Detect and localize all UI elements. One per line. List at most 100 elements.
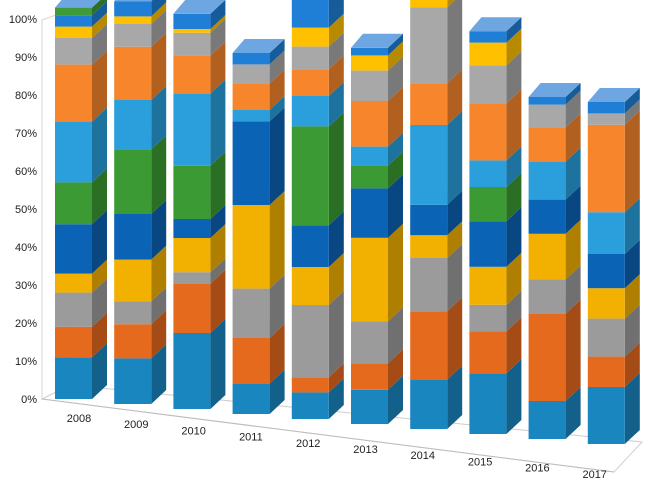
bar-segment-side <box>388 33 403 56</box>
bar-segment <box>528 219 581 280</box>
bar-segment-front <box>351 55 388 71</box>
bar-segment <box>410 0 463 84</box>
bar-segment-side <box>92 210 107 274</box>
bar-segment <box>469 359 522 434</box>
bar-segment <box>232 191 285 289</box>
bar-segment <box>114 245 167 302</box>
bar-segment-front <box>291 225 329 267</box>
bar-segment <box>351 132 403 166</box>
bar-segment-front <box>469 103 507 161</box>
bar-segment-side <box>92 1 107 27</box>
bar-segment <box>173 319 226 409</box>
bar-segment-side <box>210 151 226 219</box>
bar-segment-side <box>388 174 403 238</box>
bar-segment-front <box>469 266 507 305</box>
bar-segment-side <box>624 342 640 387</box>
x-tick-label: 2016 <box>525 463 549 475</box>
bar-segment <box>55 278 107 327</box>
bar-segment-front <box>351 363 388 390</box>
bar-segment-front <box>114 301 152 325</box>
bar-segment-side <box>328 378 344 419</box>
bar-segment <box>587 99 640 125</box>
bar-segment-front <box>114 46 152 100</box>
bar-segment-side <box>328 55 344 96</box>
bar-segment-front <box>587 212 625 254</box>
bar-segment-front <box>55 357 92 399</box>
bar-segment-front <box>114 149 152 214</box>
bar-segment-side <box>269 274 285 338</box>
bar-segment-side <box>624 240 640 289</box>
bar-segment <box>587 274 640 319</box>
bar-segment-side <box>388 307 403 364</box>
bar-segment-side <box>210 15 226 33</box>
bar-segment-side <box>624 373 640 444</box>
bar-segment-side <box>92 50 107 122</box>
bar-segment <box>114 200 167 260</box>
bar-segment-front <box>410 204 448 236</box>
bar-segment-side <box>92 168 107 225</box>
bar-segment <box>469 51 522 104</box>
bar-segment-front <box>291 69 329 96</box>
bar-segment <box>232 50 285 84</box>
bar-segment-side <box>624 304 640 357</box>
bar-segment-side <box>151 86 167 150</box>
bar-segment-front <box>410 83 448 125</box>
bar-segment-side <box>506 290 522 332</box>
bar-segment-side <box>565 113 581 162</box>
bar-segment <box>173 205 226 238</box>
bar-segment-front <box>351 389 388 424</box>
x-tick-label: 2010 <box>181 425 205 437</box>
bar-segment <box>528 387 581 439</box>
bar-segment-side <box>210 18 226 56</box>
bar-segment <box>410 0 455 8</box>
bar-segment <box>232 274 285 338</box>
bar-segment-side <box>447 111 463 205</box>
bar-segment-side <box>388 56 403 101</box>
bar-segment-front <box>55 26 92 38</box>
bar-segment <box>232 69 285 110</box>
bar-segment-side <box>565 299 581 401</box>
bar-segment-front <box>114 100 152 150</box>
bar-segment <box>232 107 285 205</box>
bar-segment-side <box>447 190 463 236</box>
bar-segment-front <box>55 326 92 358</box>
bar-segment <box>469 28 522 66</box>
bar-segment-front <box>232 288 270 338</box>
bar-segment-front <box>173 93 211 166</box>
bar-segment <box>291 112 344 226</box>
bar-segment <box>291 291 344 378</box>
bar-segment <box>528 265 581 314</box>
bar-segment <box>528 185 581 234</box>
bar-segment-front <box>291 392 329 419</box>
bar-top <box>351 33 403 48</box>
bar-segment-side <box>269 50 285 84</box>
bar-segment <box>291 55 344 96</box>
bar-segment <box>114 310 167 359</box>
bar-segment-front <box>232 83 270 110</box>
bar-segment-side <box>447 221 463 258</box>
bar-segment-front <box>232 205 270 289</box>
bar-segment <box>55 1 107 27</box>
bar-segment <box>528 83 581 105</box>
bar-segment-front <box>291 27 329 47</box>
bar-top <box>55 0 101 8</box>
bar-segment-front <box>410 125 448 205</box>
bar-segment-side <box>328 291 344 378</box>
bar-segment <box>232 324 285 384</box>
bar-segment-front <box>55 121 92 183</box>
bar-top <box>173 0 226 14</box>
bar-segment <box>55 12 107 38</box>
bar-segment-front <box>351 321 388 364</box>
bar-segment <box>469 89 522 161</box>
bar-segment <box>291 211 344 267</box>
bar-segment-front <box>528 199 566 234</box>
bar-segment-front <box>587 254 625 289</box>
bar-segment-front <box>351 165 388 189</box>
bar-segment-side <box>328 112 344 226</box>
bar-segment-front <box>528 401 566 439</box>
bar-segment-front <box>528 104 566 128</box>
bar-segment-side <box>151 135 167 214</box>
bar-segment-front <box>528 97 566 105</box>
x-axis-line <box>41 398 615 473</box>
